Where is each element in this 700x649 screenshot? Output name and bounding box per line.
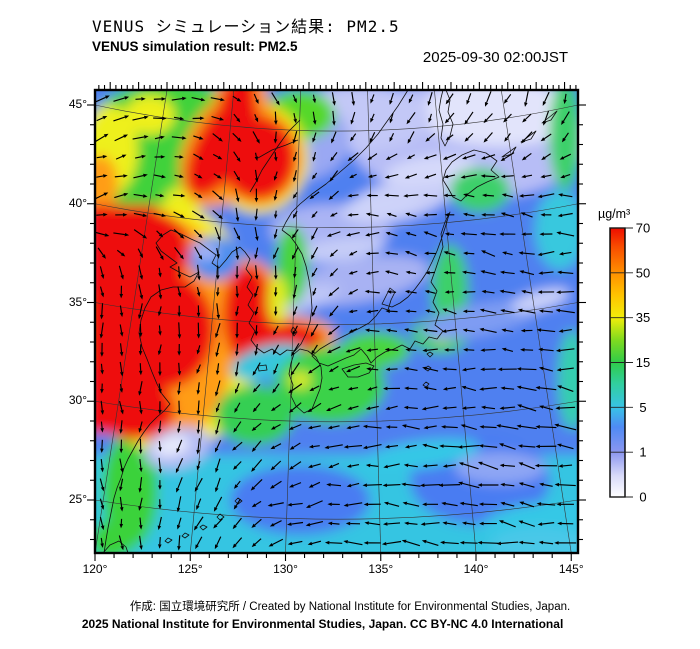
lon-label: 120°	[82, 562, 108, 576]
footer-credit-line: 作成: 国立環境研究所 / Created by National Instit…	[129, 601, 571, 613]
footer-license-clip: ©2025 National Institute for Environment…	[82, 615, 700, 633]
lon-label: 140°	[463, 562, 489, 576]
colorbar: µg/m³ 70 50 35 15 5 1 0	[598, 207, 650, 505]
lat-label: 40°	[68, 195, 87, 210]
colorbar-tick-label: 35	[636, 310, 650, 325]
colorbar-tick-label: 1	[639, 445, 646, 460]
lat-label: 45°	[68, 97, 87, 111]
colorbar-unit-label: µg/m³	[598, 207, 630, 221]
colorbar-tick-label: 15	[636, 355, 650, 370]
page-title-japanese: VENUS シミュレーション結果: PM2.5	[92, 17, 400, 36]
lat-label: 30°	[68, 393, 87, 408]
timestamp-label: 2025-09-30 02:00JST	[422, 49, 568, 66]
lat-label: 25°	[68, 492, 87, 506]
lon-label: 145°	[558, 562, 584, 576]
colorbar-tick-label: 70	[636, 221, 650, 236]
colorbar-tick-label: 5	[639, 400, 646, 415]
lon-label: 135°	[368, 562, 394, 576]
footer-license-line: ©2025 National Institute for Environment…	[82, 617, 564, 631]
map-frame	[93, 88, 580, 555]
pm25-concentration-field	[95, 90, 578, 553]
lon-label: 125°	[177, 562, 203, 576]
lon-label: 130°	[273, 562, 298, 576]
lat-label: 35°	[68, 294, 87, 309]
coastlines	[102, 90, 558, 553]
wind-vector-arrows	[95, 90, 577, 551]
colorbar-tick-label: 0	[639, 490, 646, 505]
page-title-english: VENUS simulation result: PM2.5	[92, 39, 298, 54]
colorbar-tick-label: 50	[636, 265, 650, 280]
colorbar-ticks: 70 50 35 15 5 1 0	[610, 221, 650, 505]
